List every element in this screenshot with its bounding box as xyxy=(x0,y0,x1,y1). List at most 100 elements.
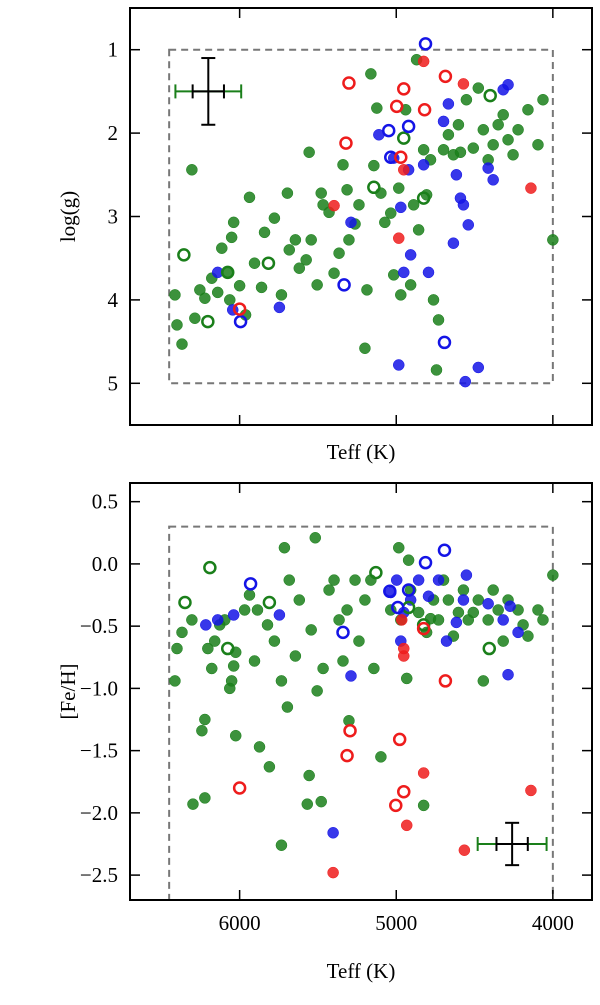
data-point xyxy=(305,624,317,636)
data-point xyxy=(327,866,339,879)
data-point xyxy=(385,604,397,616)
data-point xyxy=(328,199,340,212)
data-point xyxy=(460,93,473,106)
y-tick-label: 0.5 xyxy=(92,490,118,514)
data-point xyxy=(412,574,425,586)
data-point xyxy=(477,675,490,687)
data-point xyxy=(392,541,405,554)
data-point xyxy=(255,281,268,294)
data-point xyxy=(402,554,415,566)
data-point xyxy=(283,574,296,586)
data-point xyxy=(268,212,281,224)
data-point xyxy=(532,604,544,616)
data-point xyxy=(389,99,404,114)
data-point xyxy=(293,594,306,606)
data-point xyxy=(537,93,549,106)
data-point xyxy=(353,635,365,647)
data-point xyxy=(194,284,206,296)
data-point xyxy=(437,144,450,156)
data-point xyxy=(437,115,450,128)
data-point xyxy=(243,589,256,601)
data-point xyxy=(211,286,224,299)
data-point xyxy=(497,635,509,647)
data-point xyxy=(328,267,340,279)
data-point xyxy=(450,616,463,629)
data-point xyxy=(337,278,351,292)
data-point xyxy=(400,819,413,832)
data-point xyxy=(457,594,470,606)
data-point xyxy=(208,635,221,647)
data-point xyxy=(422,266,435,279)
data-point xyxy=(383,584,397,599)
data-point xyxy=(203,560,217,575)
data-point xyxy=(395,614,408,626)
data-point xyxy=(273,301,286,314)
data-point xyxy=(427,294,440,306)
data-point xyxy=(289,650,302,662)
data-point xyxy=(199,792,211,804)
data-point xyxy=(537,614,549,626)
data-point xyxy=(199,292,211,304)
data-point xyxy=(333,247,345,259)
data-point xyxy=(392,732,407,747)
data-point xyxy=(397,784,411,799)
data-point xyxy=(305,234,317,246)
data-point xyxy=(278,541,291,554)
data-point xyxy=(369,565,383,580)
data-point xyxy=(502,668,514,681)
y-tick-label: 0.0 xyxy=(92,552,118,576)
data-point xyxy=(454,146,467,159)
data-point xyxy=(438,69,453,84)
data-point xyxy=(432,614,445,626)
y-tick-label: 2 xyxy=(108,121,119,145)
data-point xyxy=(398,164,410,176)
data-point xyxy=(547,234,559,246)
x-tick-label: 4000 xyxy=(532,911,574,935)
data-point xyxy=(547,569,559,581)
data-point xyxy=(525,182,537,194)
plot-frame xyxy=(129,482,593,901)
data-point xyxy=(345,670,357,682)
y-axis-label: log(g) xyxy=(56,191,80,242)
data-point xyxy=(432,574,445,586)
data-point xyxy=(507,149,519,161)
data-point xyxy=(268,635,281,647)
data-point xyxy=(437,335,452,350)
data-point xyxy=(395,201,407,214)
data-point xyxy=(440,635,453,647)
data-point xyxy=(303,769,315,782)
data-point xyxy=(379,216,391,229)
data-point xyxy=(504,600,516,612)
data-point xyxy=(359,594,371,606)
data-point xyxy=(178,595,192,610)
data-point xyxy=(416,191,431,205)
data-point xyxy=(375,751,387,763)
data-point xyxy=(229,729,242,742)
data-point xyxy=(417,55,430,68)
data-point xyxy=(353,199,365,211)
data-point xyxy=(243,577,258,591)
data-point xyxy=(281,701,294,713)
data-point xyxy=(458,844,471,856)
data-point xyxy=(398,266,410,279)
data-point xyxy=(177,248,191,262)
data-point xyxy=(220,641,235,656)
y-tick-label: −1.5 xyxy=(80,739,118,763)
data-point xyxy=(337,159,349,171)
x-axis-label: Teff (K) xyxy=(327,440,396,464)
data-point xyxy=(522,103,534,116)
data-point xyxy=(400,672,413,685)
data-point xyxy=(391,600,405,615)
data-point xyxy=(365,68,377,80)
data-point xyxy=(311,279,323,291)
data-point xyxy=(477,124,490,136)
data-point xyxy=(220,265,235,280)
data-point xyxy=(317,662,329,675)
data-point xyxy=(392,359,405,371)
data-point xyxy=(233,279,246,292)
data-point xyxy=(381,123,396,138)
data-point xyxy=(497,109,509,121)
data-point xyxy=(417,144,430,156)
data-point xyxy=(340,748,354,763)
data-point xyxy=(301,798,314,810)
